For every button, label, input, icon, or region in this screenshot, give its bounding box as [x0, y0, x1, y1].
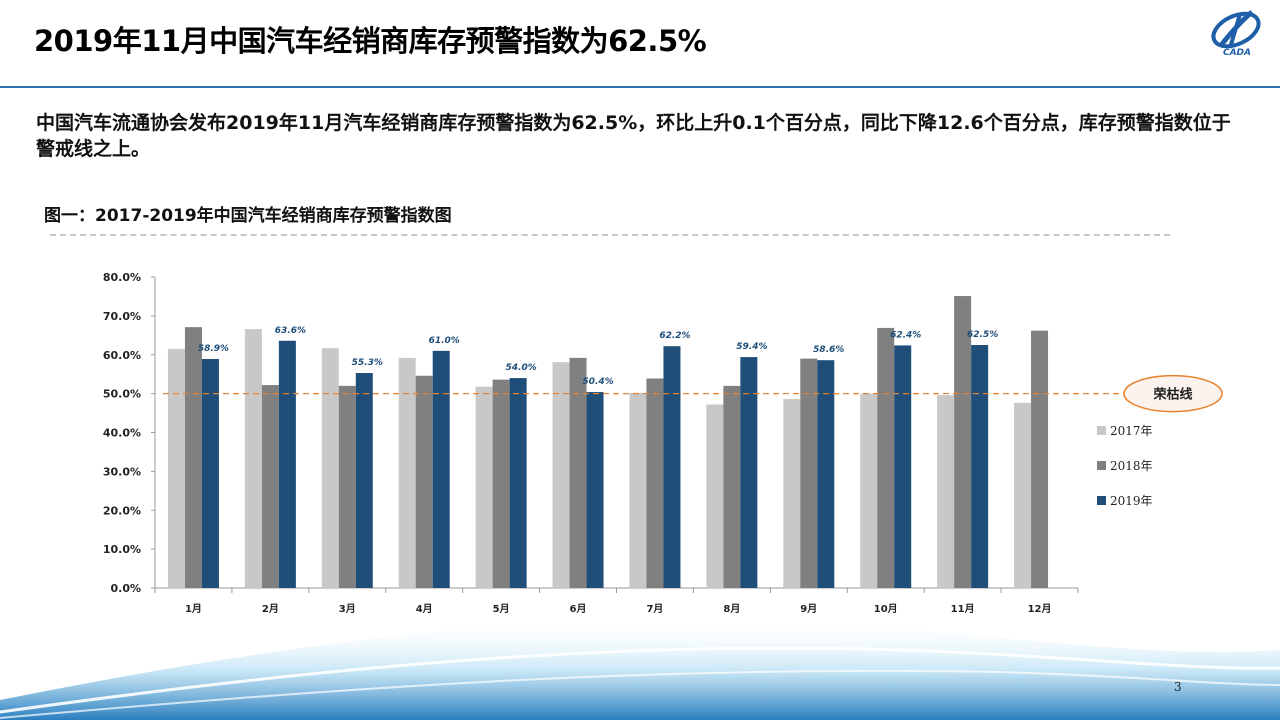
x-tick-label: 3月	[339, 603, 356, 615]
x-tick-label: 1月	[185, 603, 202, 615]
threshold-label-bubble	[1123, 374, 1223, 413]
bar-2019年-9月	[817, 360, 835, 588]
bar-2017年-4月	[398, 357, 416, 588]
x-tick-label: 10月	[874, 603, 898, 615]
summary-text: 中国汽车流通协会发布2019年11月汽车经销商库存预警指数为62.5%，环比上升…	[36, 112, 1231, 160]
bar-2017年-3月	[321, 348, 339, 588]
figure-divider	[50, 234, 1170, 236]
bar-2018年-2月	[261, 385, 279, 588]
x-tick-label: 4月	[416, 603, 433, 615]
bar-2017年-1月	[167, 348, 185, 588]
x-tick-label: 11月	[951, 603, 975, 615]
x-tick-label: 6月	[570, 603, 587, 615]
data-label: 50.4%	[582, 377, 613, 387]
title-divider	[0, 86, 1280, 88]
bar-2018年-4月	[415, 375, 433, 588]
bar-2019年-11月	[971, 345, 989, 588]
x-tick-label: 8月	[723, 603, 740, 615]
bar-2017年-6月	[552, 362, 570, 588]
bar-2017年-8月	[706, 404, 724, 588]
bar-2019年-5月	[509, 378, 527, 588]
bar-2019年-7月	[663, 346, 681, 588]
bars	[167, 296, 1049, 588]
x-tick-label: 12月	[1028, 603, 1052, 615]
data-labels: 58.9% 63.6% 55.3% 61.0% 54.0% 50.4% 62.2% 59.4%…	[198, 326, 998, 387]
bar-2019年-6月	[586, 392, 604, 588]
x-axis: 1月 2月 3月 4月 5月 6月 7月 8月 9月 10月 11月 12月	[154, 587, 1079, 615]
bar-2017年-5月	[475, 386, 493, 588]
y-tick-label: 30.0%	[103, 465, 141, 478]
data-label: 62.4%	[890, 330, 921, 340]
bar-2017年-12月	[1014, 402, 1032, 588]
bar-2019年-8月	[740, 357, 758, 588]
bar-2018年-11月	[954, 296, 972, 588]
data-label: 58.6%	[813, 345, 844, 355]
bar-2018年-10月	[877, 327, 895, 588]
bar-2018年-1月	[184, 327, 202, 588]
bar-2019年-2月	[278, 340, 296, 588]
bar-2018年-8月	[723, 385, 741, 588]
y-tick-label: 80.0%	[103, 271, 141, 284]
data-label: 61.0%	[429, 336, 460, 346]
y-axis: 0.0% 10.0% 20.0% 30.0% 40.0% 50.0% 60.0% 70.0% 8…	[103, 271, 156, 595]
bar-2019年-4月	[432, 350, 450, 588]
bar-2017年-10月	[860, 393, 878, 588]
bar-2018年-9月	[800, 358, 818, 588]
data-label: 55.3%	[352, 358, 383, 368]
bar-2017年-9月	[783, 399, 801, 588]
data-label: 63.6%	[275, 326, 306, 336]
legend: 2017年 2018年 2019年	[1097, 424, 1153, 508]
bar-2019年-3月	[355, 373, 373, 588]
y-tick-label: 60.0%	[103, 349, 141, 362]
page-title: 2019年11月中国汽车经销商库存预警指数为62.5%	[34, 24, 707, 58]
threshold-line-group: 荣枯线	[163, 374, 1223, 413]
data-label: 62.5%	[967, 330, 998, 340]
y-tick-label: 50.0%	[103, 388, 141, 401]
y-tick-label: 10.0%	[103, 543, 141, 556]
bar-2018年-6月	[569, 357, 587, 588]
data-label: 59.4%	[736, 342, 767, 352]
bar-2018年-3月	[338, 385, 356, 588]
bar-2018年-5月	[492, 379, 510, 588]
bar-2018年-12月	[1031, 330, 1049, 588]
cada-logo-icon	[1211, 10, 1261, 49]
legend-swatch-2019年	[1097, 496, 1106, 505]
bar-2017年-7月	[629, 392, 647, 588]
wave-background	[0, 618, 1280, 720]
logo-text: CADA	[1222, 48, 1251, 58]
data-label: 62.2%	[659, 331, 690, 341]
bar-2019年-1月	[201, 359, 219, 588]
x-tick-label: 7月	[646, 603, 663, 615]
y-tick-label: 0.0%	[110, 582, 141, 595]
data-label: 54.0%	[506, 363, 537, 373]
page-number: 3	[1174, 680, 1182, 694]
x-tick-label: 9月	[800, 603, 817, 615]
legend-label: 2017年	[1110, 424, 1153, 438]
x-tick-label: 5月	[493, 603, 510, 615]
bar-2017年-11月	[937, 395, 955, 588]
legend-label: 2019年	[1110, 494, 1153, 508]
y-tick-label: 70.0%	[103, 310, 141, 323]
legend-label: 2018年	[1110, 459, 1153, 473]
threshold-label: 荣枯线	[1152, 387, 1192, 403]
bar-2018年-7月	[646, 378, 664, 588]
y-tick-label: 40.0%	[103, 427, 141, 440]
legend-swatch-2018年	[1097, 461, 1106, 470]
y-tick-label: 20.0%	[103, 504, 141, 517]
bar-2019年-10月	[894, 345, 912, 588]
legend-swatch-2017年	[1097, 426, 1106, 435]
data-label: 58.9%	[198, 344, 229, 354]
figure-title: 图一：2017-2019年中国汽车经销商库存预警指数图	[44, 206, 452, 226]
bar-2017年-2月	[244, 329, 262, 588]
x-tick-label: 2月	[262, 603, 279, 615]
